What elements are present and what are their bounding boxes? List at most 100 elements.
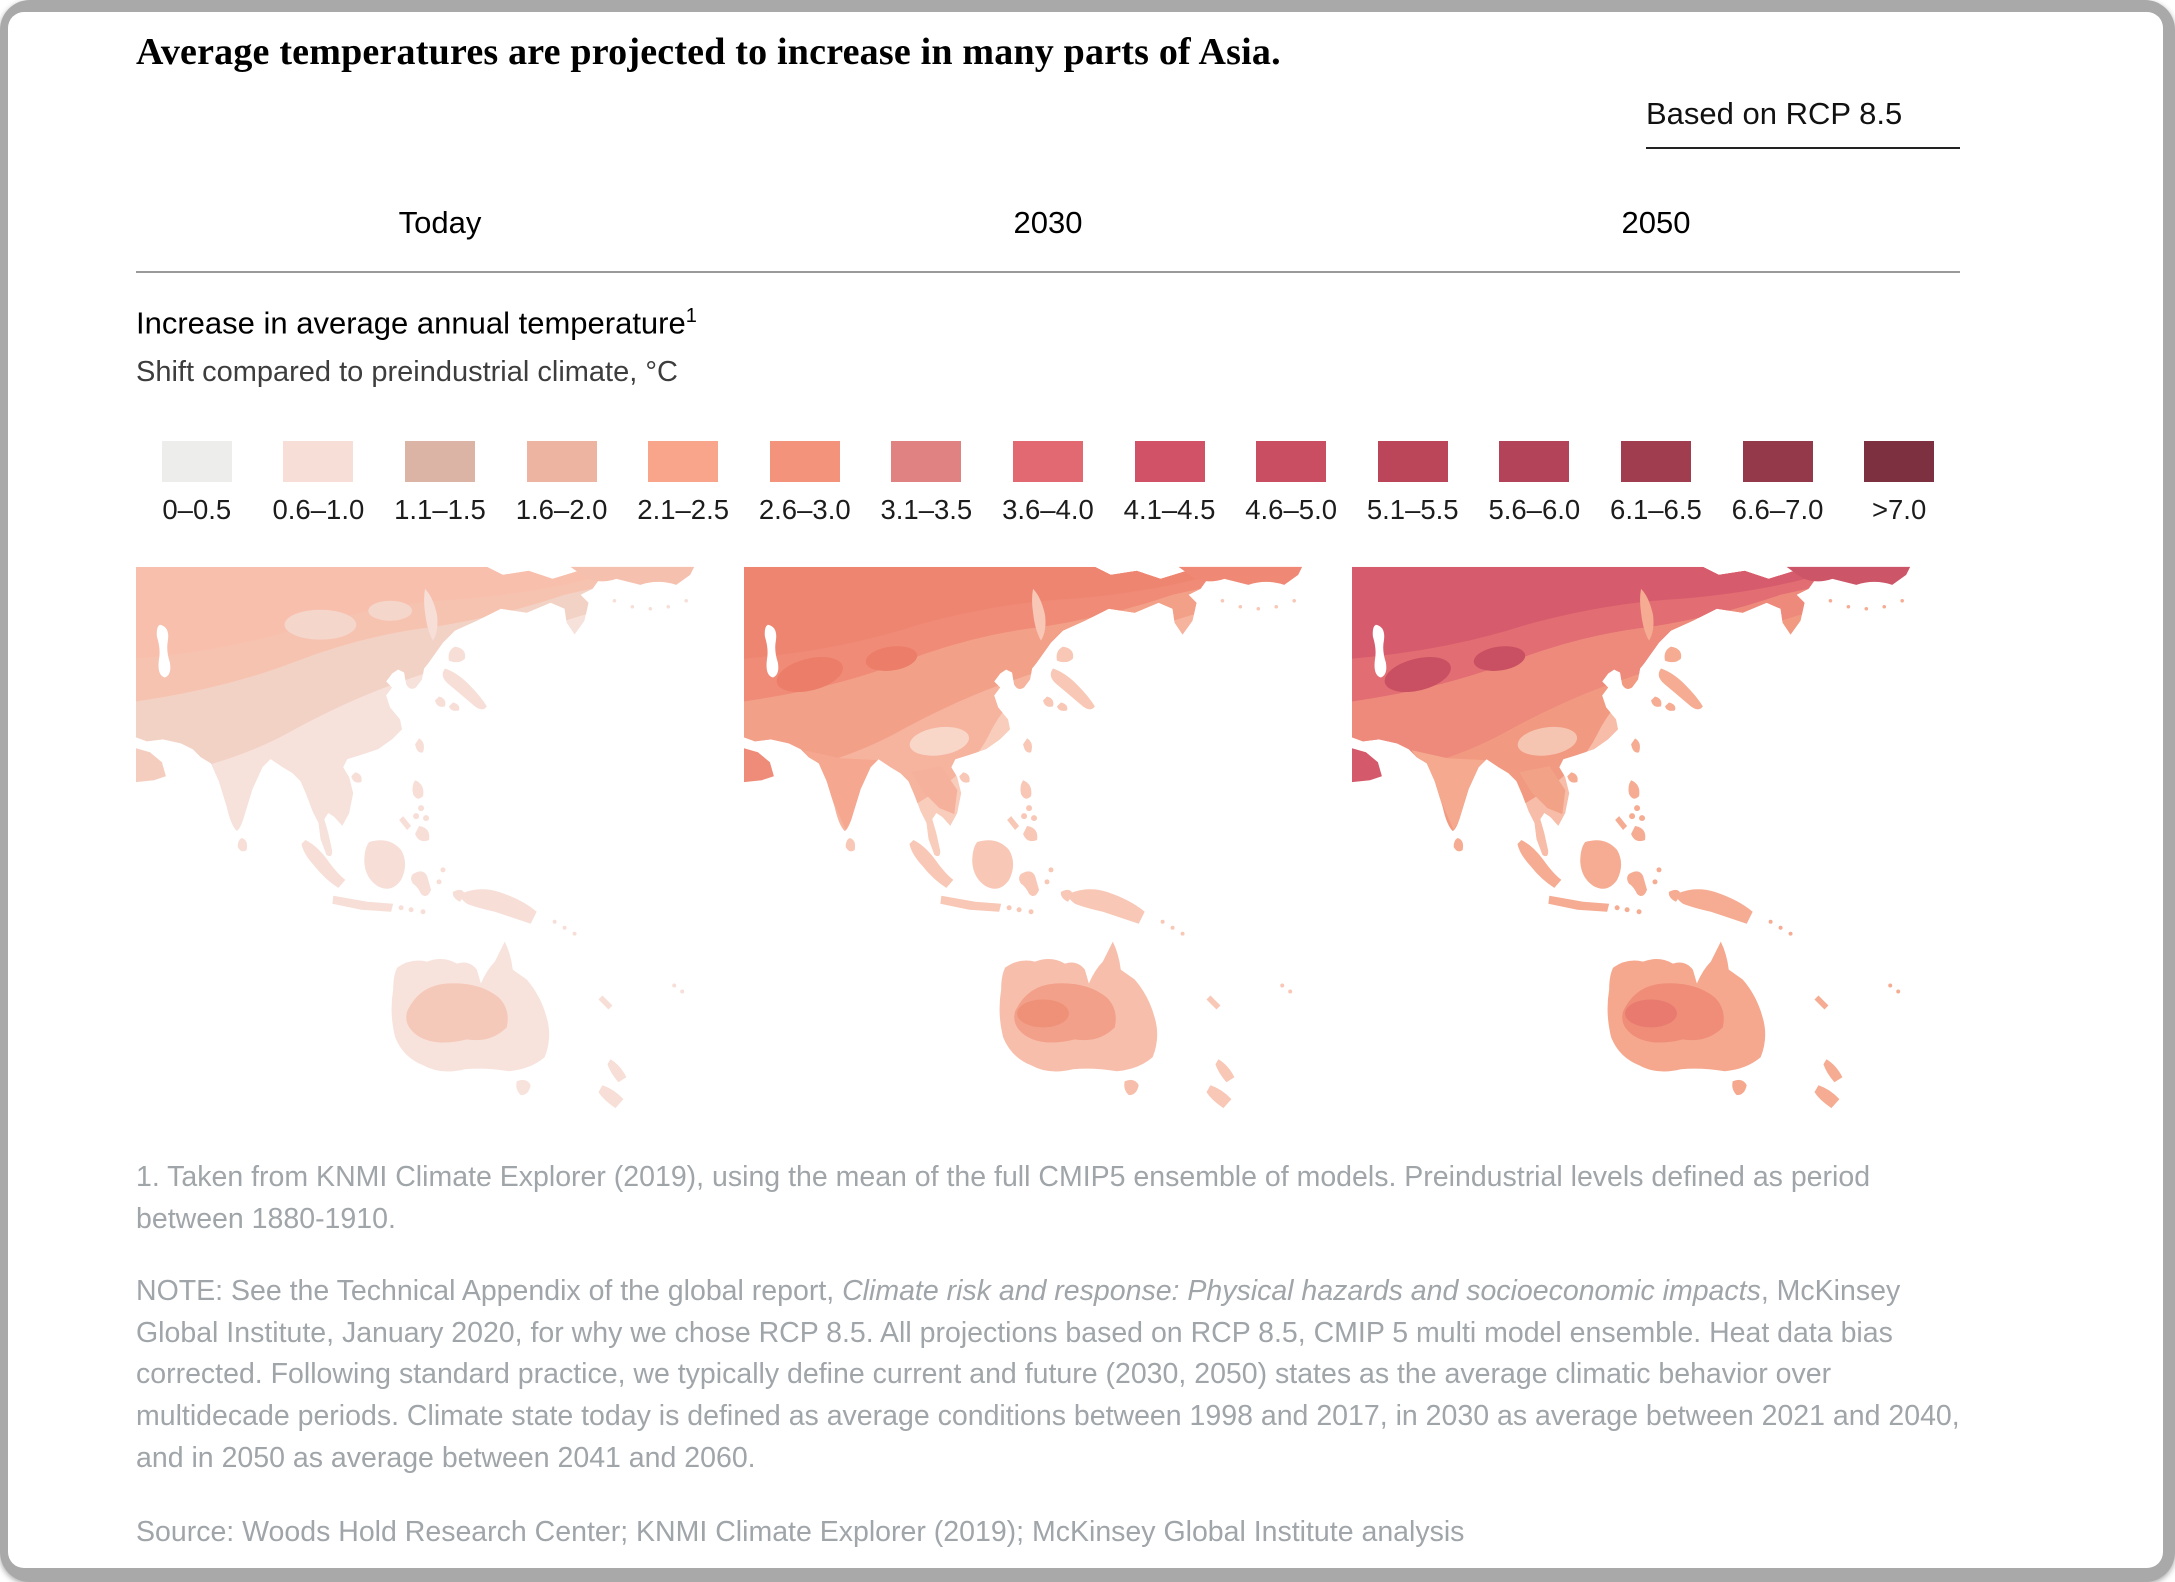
caspian-sea — [1372, 624, 1387, 678]
island-nz-north — [1215, 1059, 1235, 1083]
small-island-dot — [630, 604, 635, 609]
island-kyushu — [1043, 696, 1054, 707]
note-report-title: Climate risk and response: Physical haza… — [842, 1274, 1761, 1307]
small-island-dot — [1160, 919, 1165, 924]
legend-label: 2.1–2.5 — [637, 493, 730, 525]
island-palawan — [399, 815, 412, 830]
island-hainan — [351, 772, 362, 783]
small-island-dot — [1280, 983, 1285, 988]
small-island-dot — [1652, 879, 1658, 885]
australia-interior — [406, 983, 508, 1043]
legend-swatch — [1012, 440, 1083, 482]
note-text: NOTE: See the Technical Appendix of the … — [136, 1271, 1960, 1480]
badge-row: Based on RCP 8.5 — [136, 96, 1960, 149]
legend-item: 0.6–1.0 — [258, 440, 380, 526]
legend-label: 0.6–1.0 — [272, 493, 365, 525]
small-island-dot — [1624, 907, 1630, 913]
legend-swatch — [891, 440, 962, 482]
small-island-dot — [1888, 983, 1893, 988]
legend-label: 6.1–6.5 — [1610, 493, 1702, 525]
legend-swatch — [1864, 440, 1935, 482]
small-island-dot — [420, 909, 426, 915]
small-island-dot — [572, 931, 577, 936]
arabia-edge — [1352, 748, 1382, 783]
island-mindanao — [415, 825, 430, 842]
island-sakhalin — [1032, 588, 1046, 641]
island-nz-south — [1814, 1085, 1840, 1109]
legend-swatch — [404, 440, 475, 482]
hotspot-siberia — [1473, 646, 1526, 671]
small-island-dot — [1864, 606, 1869, 611]
alaska-corner — [570, 566, 695, 585]
small-island-dot — [1882, 604, 1887, 609]
small-island-dot — [408, 907, 414, 913]
small-island-dot — [672, 983, 677, 988]
maps-row — [136, 565, 1960, 1111]
island-borneo — [1580, 840, 1622, 889]
mainland-asia — [1352, 566, 1819, 857]
small-island-dot — [1900, 598, 1904, 603]
small-island-dot — [684, 598, 688, 603]
note-post: , McKinsey Global Institute, January 202… — [136, 1274, 1960, 1475]
island-tasmania — [1732, 1079, 1747, 1096]
island-nz-north — [607, 1059, 627, 1083]
legend-label: 1.6–2.0 — [515, 493, 608, 525]
small-island-dot — [1288, 989, 1293, 994]
siberia-light-patch — [284, 609, 357, 640]
legend-item: 0–0.5 — [136, 440, 258, 526]
legend-item: 4.6–5.0 — [1230, 440, 1352, 526]
small-island-dot — [552, 919, 557, 924]
small-island-dot — [1788, 931, 1793, 936]
island-mindanao — [1023, 825, 1038, 842]
legend-item: 1.6–2.0 — [501, 440, 623, 526]
island-taiwan — [415, 738, 424, 753]
small-island-dot — [666, 604, 671, 609]
small-island-dot — [612, 598, 617, 603]
chart-subtitle-text: Increase in average annual temperature — [136, 304, 686, 340]
tibetan-plateau-patch — [909, 726, 970, 756]
island-shikoku — [1664, 702, 1676, 711]
island-new-guinea — [1676, 889, 1753, 924]
legend-label: 5.6–6.0 — [1488, 493, 1581, 525]
small-island-dot — [1170, 925, 1175, 930]
caspian-sea — [764, 624, 779, 678]
island-palawan — [1615, 815, 1628, 830]
island-new-guinea — [460, 889, 537, 924]
small-island-dot — [648, 606, 653, 611]
legend-swatch — [1499, 440, 1570, 482]
island-tasmania — [1124, 1079, 1139, 1096]
caspian-sea — [156, 624, 171, 678]
island-sulawesi — [411, 871, 432, 896]
legend-swatch — [526, 440, 597, 482]
island-kyushu — [1651, 696, 1662, 707]
exhibit-content: Average temperatures are projected to in… — [8, 12, 2163, 1554]
indochina-patch — [911, 766, 958, 815]
island-hokkaido — [448, 646, 466, 663]
island-hokkaido — [1664, 646, 1682, 663]
tibetan-plateau-patch — [1517, 726, 1578, 756]
island-luzon — [1628, 780, 1640, 799]
legend-swatch — [1256, 440, 1327, 482]
legend-label: 4.1–4.5 — [1123, 493, 1216, 525]
island-shikoku — [448, 702, 460, 711]
legend-label: 3.6–4.0 — [1002, 493, 1094, 525]
island-palawan — [1007, 815, 1020, 830]
island-sumatra — [301, 839, 346, 888]
island-honshu — [1050, 668, 1095, 710]
unit-line: Shift compared to preindustrial climate,… — [136, 355, 678, 388]
island-sri-lanka — [237, 837, 248, 852]
alaska-corner — [1786, 566, 1911, 585]
small-island-dot — [1220, 598, 1225, 603]
island-hokkaido — [1056, 646, 1074, 663]
small-island-dot — [1180, 931, 1185, 936]
island-new-caledonia — [598, 995, 613, 1010]
footnote-marker: 1 — [685, 304, 697, 327]
legend-swatch — [1377, 440, 1448, 482]
island-mindanao — [1631, 825, 1646, 842]
island-sri-lanka — [1453, 837, 1464, 852]
legend-label: 3.1–3.5 — [880, 493, 973, 525]
asia-band-arctic — [744, 566, 1211, 659]
island-taiwan — [1023, 738, 1032, 753]
chart-subtitle: Increase in average annual temperature1 — [136, 305, 1960, 341]
australia-hotspot — [1017, 999, 1069, 1028]
